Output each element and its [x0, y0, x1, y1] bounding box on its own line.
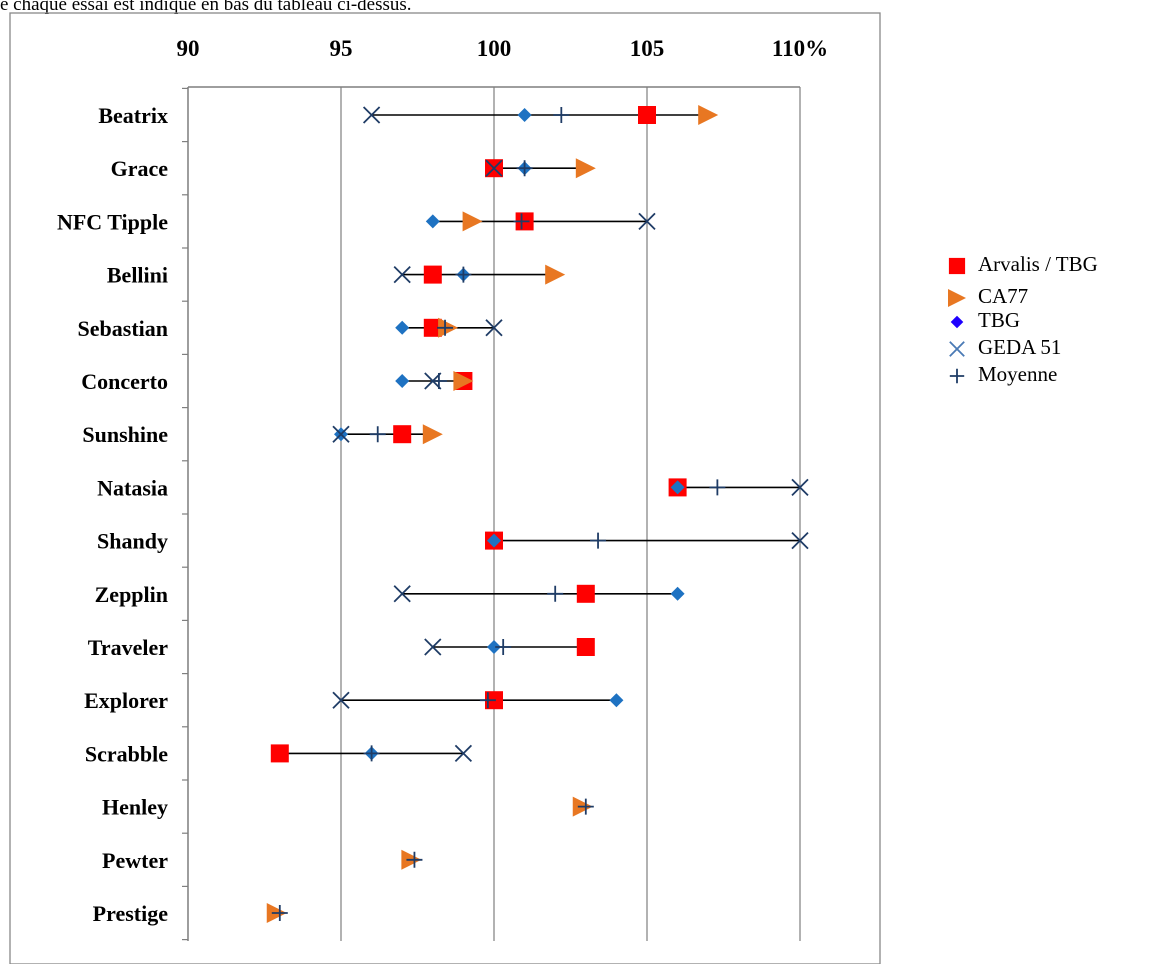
moyenne-point [553, 107, 570, 123]
legend-label: Arvalis / TBG [978, 252, 1098, 276]
x-tick-label: 105 [630, 36, 665, 61]
legend-marker [948, 257, 966, 275]
tbg-point [487, 533, 501, 548]
geda51-point [393, 585, 411, 603]
arvalis-tbg-point [393, 425, 412, 444]
moyenne-point [513, 213, 530, 230]
moyenne-point [271, 905, 288, 921]
category-label: Sebastian [78, 316, 168, 341]
arvalis-tbg-point [423, 265, 442, 284]
geda51-point [332, 691, 350, 709]
legend-marker [948, 289, 966, 307]
arvalis-tbg-point [423, 318, 442, 337]
geda51-point [638, 212, 656, 231]
legend-marker [950, 315, 964, 329]
tbg-point [670, 586, 685, 601]
ca77-point [422, 424, 443, 445]
legend-marker [949, 341, 965, 357]
category-label: Beatrix [98, 103, 168, 128]
tbg-point [395, 374, 410, 388]
arvalis-tbg-point [576, 584, 595, 603]
moyenne-point [363, 745, 380, 762]
moyenne-point [430, 373, 447, 389]
arvalis-tbg-point [638, 106, 656, 124]
moyenne-point [479, 692, 496, 709]
caption-text: e chaque essai est indiqué en bas du tab… [0, 0, 412, 15]
moyenne-point [495, 639, 512, 655]
tbg-point [609, 693, 624, 708]
geda51-point [454, 744, 473, 763]
legend-moyenne-point [949, 368, 965, 384]
legend-arvalis-tbg-point [948, 257, 966, 275]
moyenne-point [455, 266, 472, 283]
geda51-point [424, 638, 442, 656]
chart-frame [9, 12, 881, 964]
category-label: Grace [111, 156, 169, 181]
arvalis-tbg-point [576, 638, 595, 656]
legend-marker [949, 368, 965, 384]
moyenne-point [590, 532, 607, 549]
ca77-point [453, 371, 474, 391]
category-label: Sunshine [82, 422, 168, 447]
geda51-point [332, 425, 350, 443]
x-tick-label: 110% [772, 36, 828, 61]
geda51-point [485, 159, 503, 177]
moyenne-point [577, 798, 594, 815]
tbg-point [425, 214, 440, 229]
category-label: Concerto [81, 369, 168, 394]
legend-label: Moyenne [978, 362, 1058, 386]
category-label: Scrabble [85, 741, 168, 766]
moyenne-point [516, 160, 533, 177]
category-label: Shandy [97, 529, 168, 554]
ca77-point [462, 211, 483, 232]
x-tick-label: 95 [330, 36, 353, 61]
moyenne-point [709, 479, 726, 496]
category-label: Traveler [88, 635, 168, 660]
legend-tbg-point [950, 315, 964, 329]
category-label: Explorer [84, 688, 168, 713]
arvalis-tbg-point [270, 744, 289, 763]
ca77-point [545, 264, 566, 285]
moyenne-point [547, 585, 564, 602]
category-label: Bellini [107, 263, 168, 288]
moyenne-point [406, 851, 423, 868]
ca77-point [698, 105, 719, 125]
moyenne-point [437, 319, 454, 336]
legend-ca77-point [948, 289, 966, 307]
tbg-point [517, 108, 532, 122]
category-label: Natasia [97, 475, 168, 500]
ca77-point [575, 158, 596, 179]
category-label: Prestige [93, 901, 169, 926]
category-label: Henley [102, 795, 168, 820]
x-tick-label: 90 [177, 36, 200, 61]
geda51-point [393, 265, 411, 284]
legend-label: CA77 [978, 284, 1029, 308]
x-tick-label: 100 [477, 36, 512, 61]
geda51-point [485, 319, 503, 337]
category-label: Pewter [102, 848, 168, 873]
legend-geda51-point [949, 341, 965, 357]
tbg-point [395, 320, 410, 335]
geda51-point [791, 531, 809, 550]
tbg-point [487, 640, 501, 654]
category-label: Zepplin [95, 582, 168, 607]
legend-label: TBG [978, 308, 1020, 332]
tbg-point [670, 480, 685, 495]
geda51-point [791, 478, 809, 497]
category-label: NFC Tipple [57, 209, 168, 234]
geda51-point [362, 106, 381, 124]
legend-label: GEDA 51 [978, 335, 1062, 359]
moyenne-point [369, 426, 386, 443]
